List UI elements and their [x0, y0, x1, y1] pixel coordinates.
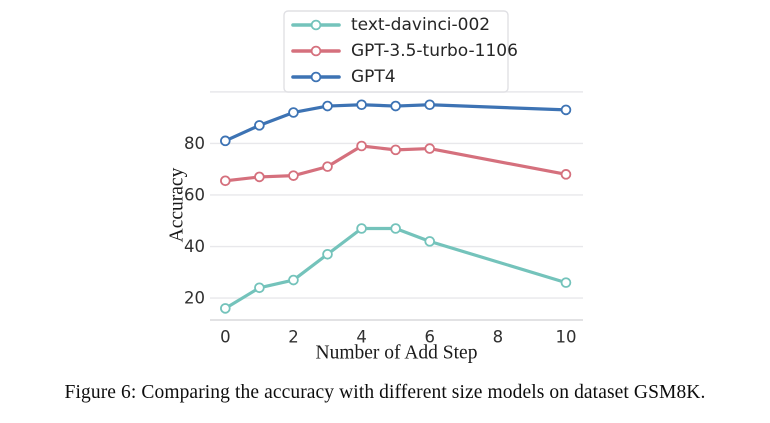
- chart-svg: 20 40 60 80 0 2 4 6 8 10 Number of Add Step Accurac…: [167, 10, 583, 364]
- series-marker-GPT-3.5-turbo-1106-x2: [288, 170, 299, 181]
- series-marker-GPT4-x3: [322, 100, 333, 112]
- x-tick-label-4: 4: [356, 328, 367, 347]
- series-marker-text-davinci-002-x6: [424, 236, 436, 247]
- series-marker-GPT4-x5: [390, 100, 401, 112]
- series-marker-GPT-3.5-turbo-1106-x1: [254, 171, 265, 183]
- series-marker-text-davinci-002-x10: [560, 277, 572, 288]
- x-tick-label-2: 2: [288, 328, 299, 347]
- x-tick-label-6: 6: [424, 328, 435, 347]
- series-marker-GPT-3.5-turbo-1106-x4: [356, 140, 367, 152]
- y-axis-title: Accuracy: [167, 167, 188, 242]
- legend-marker-text-davinci-002: [310, 19, 322, 31]
- series-marker-GPT-3.5-turbo-1106-x3: [322, 161, 333, 172]
- series-marker-text-davinci-002-x2: [288, 274, 299, 286]
- y-tick-label-60: 60: [184, 185, 205, 204]
- series-marker-GPT-3.5-turbo-1106-x6: [424, 143, 436, 154]
- series-marker-GPT4-x0: [220, 135, 231, 147]
- series-marker-GPT4-x1: [254, 120, 265, 131]
- series-marker-text-davinci-002-x1: [254, 282, 265, 294]
- series-marker-text-davinci-002-x4: [356, 223, 367, 234]
- legend-marker-GPT4: [310, 71, 322, 83]
- y-tick-label-80: 80: [184, 134, 205, 153]
- series-marker-text-davinci-002-x3: [322, 248, 333, 260]
- legend-marker-GPT-3.5-turbo-1106: [310, 45, 322, 57]
- legend-label-GPT-3.5-turbo-1106: GPT-3.5-turbo-1106: [351, 41, 518, 61]
- x-axis-title: Number of Add Step: [316, 343, 478, 364]
- legend-label-GPT4: GPT4: [351, 67, 396, 87]
- figure-caption: Figure 6: Comparing the accuracy with di…: [64, 382, 706, 403]
- legend-label-text-davinci-002: text-davinci-002: [351, 15, 490, 35]
- series-line-GPT4: [223, 103, 568, 143]
- series-marker-GPT4-x2: [288, 107, 299, 118]
- series-marker-text-davinci-002-x0: [220, 303, 231, 314]
- x-tick-label-10: 10: [555, 328, 576, 347]
- series-marker-GPT4-x10: [560, 104, 572, 116]
- series-marker-GPT-3.5-turbo-1106-x10: [560, 169, 572, 180]
- series-marker-GPT-3.5-turbo-1106-x5: [390, 144, 401, 156]
- series-marker-GPT4-x6: [424, 99, 436, 111]
- accuracy-line-chart: 20 40 60 80 0 2 4 6 8 10 Number of Add Step Accurac…: [167, 10, 583, 364]
- series-marker-text-davinci-002-x5: [390, 223, 401, 234]
- series-marker-GPT-3.5-turbo-1106-x0: [220, 175, 231, 187]
- y-tick-label-20: 20: [184, 289, 205, 308]
- x-tick-label-0: 0: [220, 328, 231, 347]
- legend-box: [283, 10, 509, 93]
- x-tick-label-8: 8: [493, 328, 504, 347]
- y-tick-label-40: 40: [184, 237, 205, 256]
- series-line-GPT-3.5-turbo-1106: [223, 144, 568, 183]
- series-line-text-davinci-002: [223, 226, 568, 310]
- series-marker-GPT4-x4: [356, 99, 367, 111]
